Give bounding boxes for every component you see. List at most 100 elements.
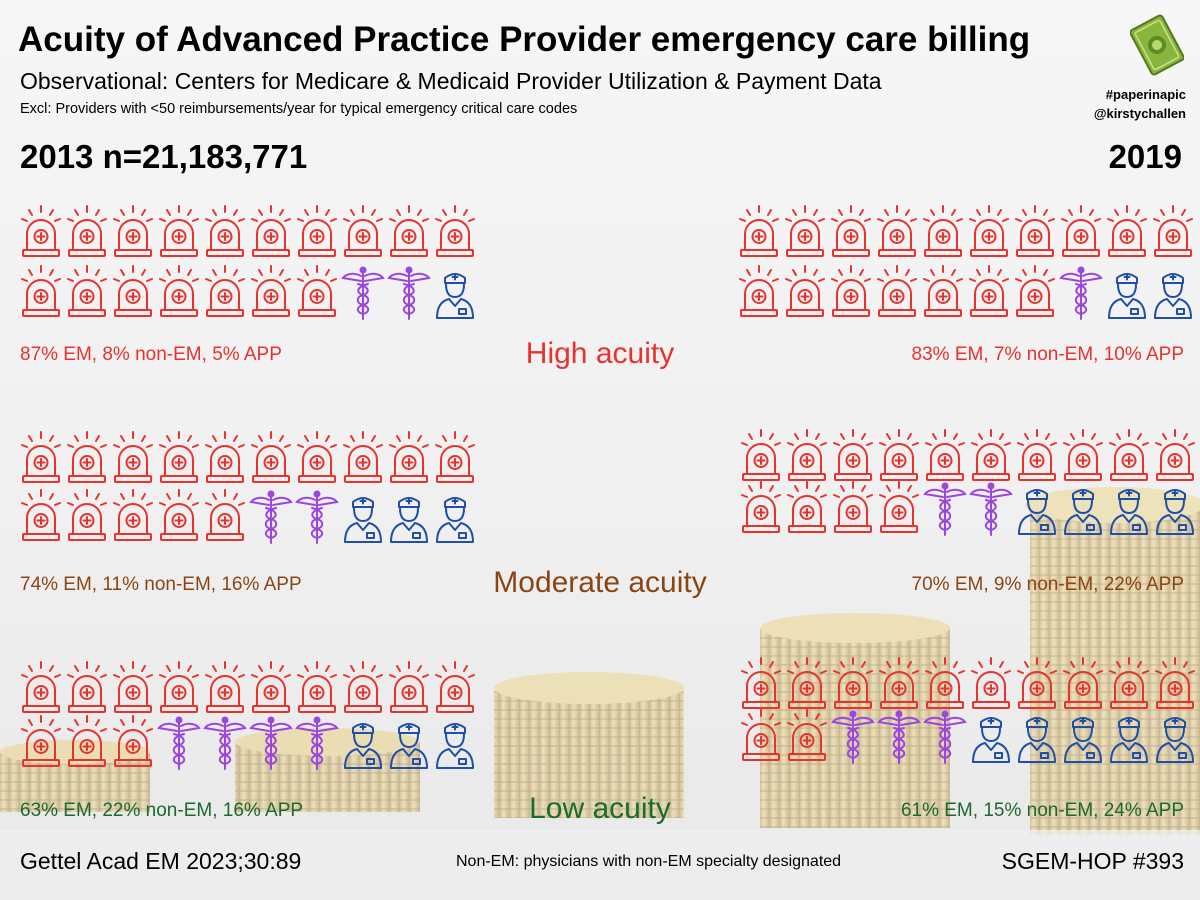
series-label: SGEM-HOP #393 (1001, 848, 1184, 874)
caduceus-icon (830, 708, 876, 766)
icon-row (738, 656, 1198, 714)
emergency-light-icon (1060, 656, 1106, 714)
high-acuity-2013-stat: 87% EM, 8% non-EM, 5% APP (20, 344, 282, 365)
caduceus-icon (248, 714, 294, 772)
emergency-light-icon (18, 660, 64, 718)
emergency-light-icon (738, 656, 784, 714)
icon-row (18, 264, 478, 322)
emergency-light-icon (202, 204, 248, 262)
emergency-light-icon (386, 204, 432, 262)
emergency-light-icon (830, 428, 876, 486)
emergency-light-icon (248, 430, 294, 488)
non-em-definition-note: Non-EM: physicians with non-EM specialty… (456, 853, 842, 870)
emergency-light-icon (202, 660, 248, 718)
icon-row (736, 264, 1196, 322)
emergency-light-icon (738, 428, 784, 486)
caduceus-icon (340, 264, 386, 322)
icon-row (18, 488, 478, 546)
emergency-light-icon (922, 428, 968, 486)
emergency-light-icon (922, 656, 968, 714)
emergency-light-icon (294, 430, 340, 488)
emergency-light-icon (784, 708, 830, 766)
emergency-light-icon (784, 480, 830, 538)
emergency-light-icon (110, 430, 156, 488)
provider-icon (1152, 708, 1198, 766)
emergency-light-icon (110, 660, 156, 718)
year-2019-heading: 2019 (1108, 138, 1182, 175)
provider-icon (1106, 480, 1152, 538)
emergency-light-icon (294, 204, 340, 262)
icon-row (738, 428, 1198, 486)
emergency-light-icon (386, 660, 432, 718)
coin-stack-left-center (235, 728, 420, 812)
low-acuity-2013-stat: 63% EM, 22% non-EM, 16% APP (20, 800, 304, 821)
emergency-light-icon (110, 488, 156, 546)
coin-stack-right (1025, 487, 1200, 835)
emergency-light-icon (736, 264, 782, 322)
emergency-light-icon (784, 656, 830, 714)
emergency-light-icon (1152, 428, 1198, 486)
emergency-light-icon (18, 264, 64, 322)
caduceus-icon (876, 708, 922, 766)
emergency-light-icon (784, 428, 830, 486)
emergency-light-icon (828, 264, 874, 322)
emergency-light-icon (432, 204, 478, 262)
provider-icon (1014, 480, 1060, 538)
emergency-light-icon (1014, 428, 1060, 486)
caduceus-icon (248, 488, 294, 546)
icon-row (736, 204, 1196, 262)
low-acuity-label: Low acuity (529, 792, 671, 825)
emergency-light-icon (202, 264, 248, 322)
emergency-light-icon (1012, 204, 1058, 262)
provider-icon (1060, 480, 1106, 538)
social-tags: #paperinapic @kirstychallen (1094, 85, 1186, 123)
emergency-light-icon (738, 708, 784, 766)
emergency-light-icon (110, 714, 156, 772)
emergency-light-icon (386, 430, 432, 488)
citation: Gettel Acad EM 2023;30:89 (20, 848, 302, 874)
emergency-light-icon (876, 656, 922, 714)
icon-row (18, 430, 478, 488)
emergency-light-icon (1012, 264, 1058, 322)
emergency-light-icon (64, 660, 110, 718)
caduceus-icon (1058, 264, 1104, 322)
emergency-light-icon (156, 660, 202, 718)
emergency-light-icon (432, 430, 478, 488)
moderate-acuity-2013-stat: 74% EM, 11% non-EM, 16% APP (20, 574, 302, 595)
emergency-light-icon (64, 264, 110, 322)
emergency-light-icon (738, 480, 784, 538)
page-subtitle: Observational: Centers for Medicare & Me… (20, 68, 882, 94)
icon-row (18, 714, 478, 772)
emergency-light-icon (1106, 656, 1152, 714)
emergency-light-icon (876, 480, 922, 538)
emergency-light-icon (920, 264, 966, 322)
provider-icon (386, 488, 432, 546)
emergency-light-icon (340, 430, 386, 488)
emergency-light-icon (1104, 204, 1150, 262)
provider-icon (432, 264, 478, 322)
provider-icon (968, 708, 1014, 766)
emergency-light-icon (64, 430, 110, 488)
moderate-acuity-2019-stat: 70% EM, 9% non-EM, 22% APP (911, 574, 1184, 595)
caduceus-icon (156, 714, 202, 772)
icon-row (18, 660, 478, 718)
emergency-light-icon (64, 714, 110, 772)
emergency-light-icon (874, 264, 920, 322)
emergency-light-icon (920, 204, 966, 262)
emergency-light-icon (966, 264, 1012, 322)
emergency-light-icon (18, 488, 64, 546)
hashtag: #paperinapic (1105, 87, 1186, 102)
provider-icon (432, 488, 478, 546)
exclusion-note: Excl: Providers with <50 reimbursements/… (20, 101, 578, 117)
emergency-light-icon (110, 264, 156, 322)
emergency-light-icon (248, 264, 294, 322)
emergency-light-icon (202, 488, 248, 546)
icon-row (738, 708, 1198, 766)
emergency-light-icon (1058, 204, 1104, 262)
emergency-light-icon (156, 430, 202, 488)
high-acuity-label: High acuity (525, 337, 675, 370)
emergency-light-icon (874, 204, 920, 262)
emergency-light-icon (828, 204, 874, 262)
provider-icon (386, 714, 432, 772)
